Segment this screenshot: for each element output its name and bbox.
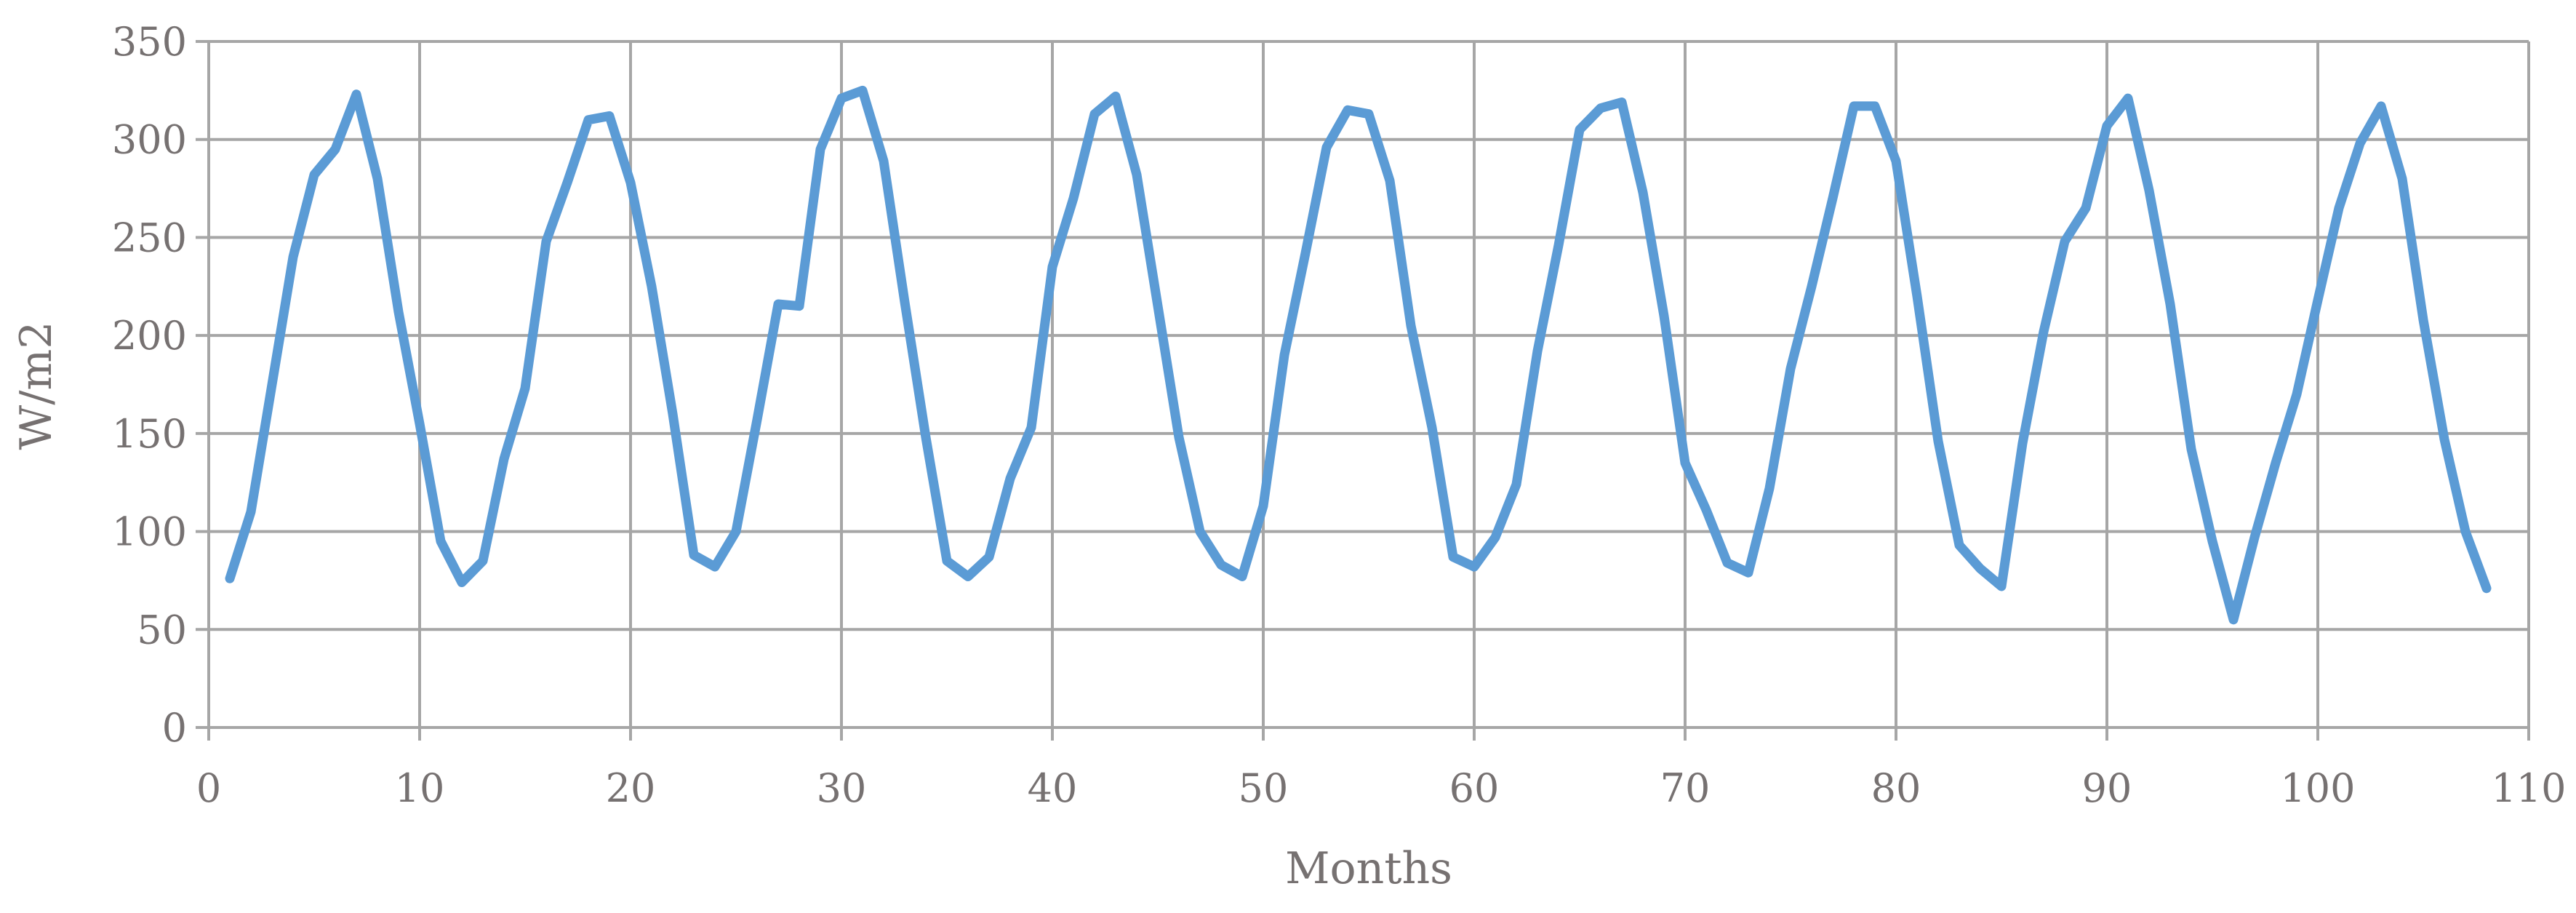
tick-labels: 0 50 100 150 200 250 300 350 0 10 20 30 40 50 60 70 80 90… (112, 19, 2567, 811)
series-layer (225, 85, 2492, 625)
y-axis-title: W/m2 (11, 322, 62, 450)
x-tick-label: 100 (2280, 765, 2355, 811)
x-tick-label: 20 (606, 765, 656, 811)
x-tick-label: 80 (1871, 765, 1921, 811)
x-tick-label: 60 (1449, 765, 1500, 811)
y-tick-label: 150 (112, 411, 187, 457)
series-line (225, 85, 2492, 625)
y-tick-label: 350 (112, 19, 187, 65)
x-tick-label: 70 (1660, 765, 1711, 811)
x-tick-label: 10 (395, 765, 445, 811)
x-tick-label: 90 (2082, 765, 2132, 811)
y-tick-label: 250 (112, 215, 187, 260)
y-tick-label: 0 (162, 705, 187, 751)
y-tick-label: 200 (112, 313, 187, 359)
x-tick-label: 110 (2491, 765, 2566, 811)
axes (196, 40, 2530, 741)
y-tick-label: 100 (112, 509, 187, 555)
x-tick-label: 0 (196, 765, 221, 811)
x-tick-label: 50 (1239, 765, 1289, 811)
gridlines (209, 40, 2530, 727)
x-axis-title: Months (1285, 843, 1452, 894)
y-tick-label: 300 (112, 117, 187, 163)
x-tick-label: 30 (817, 765, 867, 811)
x-tick-label: 40 (1028, 765, 1078, 811)
y-tick-label: 50 (137, 607, 187, 653)
